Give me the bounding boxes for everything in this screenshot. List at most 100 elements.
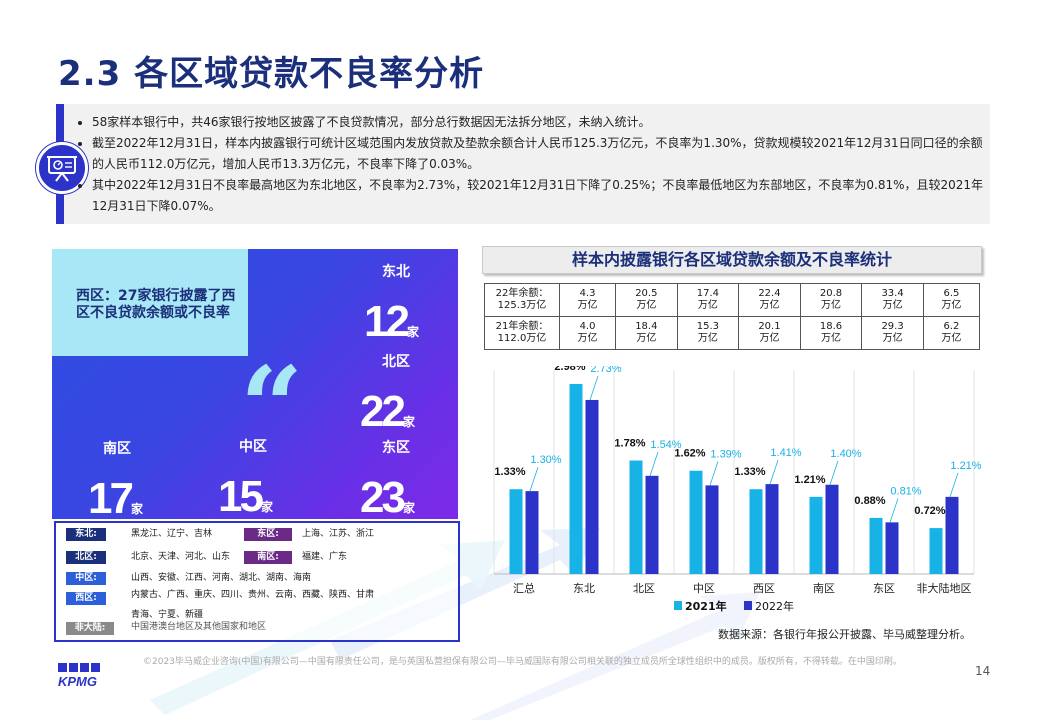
data-label-2022: 1.41% (770, 447, 801, 459)
table-cell: 4.0 万亿 (558, 316, 617, 350)
label-leader-line (769, 459, 779, 485)
data-label-2021: 0.88% (854, 495, 885, 507)
summary-list: 58家样本银行中，共46家银行按地区披露了不良贷款情况，部分总行数据因无法拆分地… (78, 112, 992, 217)
bar-2021 (869, 517, 883, 574)
bar-2022 (525, 491, 539, 574)
bar-2021 (509, 489, 523, 574)
data-label-2022: 1.40% (830, 448, 861, 460)
west-region-box (52, 249, 248, 356)
legend-text-east: 上海、江苏、浙江 (302, 529, 375, 539)
label-leader-line (589, 375, 599, 401)
chart-title: 样本内披露银行各区域贷款余额及不良率统计 (482, 246, 982, 274)
data-label-2021: 2.98% (554, 366, 585, 373)
row-label: 125.3万亿 (497, 300, 547, 311)
label-leader-line (889, 498, 899, 523)
table-row: 22年余额： 125.3万亿 4.3 万亿 20.5 万亿 17.4 万亿 22.4 万亿… (484, 283, 981, 317)
bar-2021 (629, 460, 643, 574)
data-label-2021: 1.33% (734, 466, 765, 478)
region-count-value: 23 (360, 473, 406, 522)
x-tick-label: 南区 (813, 582, 835, 595)
x-tick-label: 北区 (633, 582, 655, 595)
summary-bullet-3: 其中2022年12月31日不良率最高地区为东北地区，不良率为2.73%，较202… (92, 175, 992, 217)
legend-label: 2021年 (685, 599, 727, 613)
legend-tag-central: 中区: (66, 572, 106, 585)
bar-2022 (885, 522, 899, 574)
region-count-central: 15家 (218, 475, 273, 519)
x-tick-label: 中区 (693, 582, 715, 595)
data-label-2022: 1.30% (530, 454, 561, 466)
table-cell: 33.4 万亿 (861, 283, 924, 317)
kpmg-logo: KPMG (58, 663, 114, 693)
bar-2022 (945, 496, 959, 574)
x-tick-label: 汇总 (513, 581, 535, 595)
table-cell: 29.3 万亿 (861, 316, 924, 350)
data-label-2021: 1.78% (614, 438, 645, 450)
table-cell: 17.4 万亿 (676, 283, 740, 317)
kpmg-logo-text: KPMG (58, 674, 97, 689)
region-name-northeast: 东北 (382, 264, 410, 280)
summary-box: 58家样本银行中，共46家银行按地区披露了不良贷款情况，部分总行数据因无法拆分地… (36, 104, 992, 224)
data-label-2022: 1.39% (710, 448, 741, 460)
copyright-footer: ©2023毕马威企业咨询(中国)有限公司—中国有限责任公司，是与英国私营担保有限… (143, 657, 902, 667)
data-label-2021: 0.72% (914, 505, 945, 517)
region-name-east: 东区 (382, 440, 410, 456)
data-label-2021: 1.62% (674, 448, 705, 460)
west-region-text: 西区：27家银行披露了西区不良贷款余额或不良率 (76, 288, 236, 321)
table-row-header: 21年余额： 112.0万亿 (484, 316, 560, 350)
bar-2022 (585, 399, 599, 574)
loan-balance-table: 22年余额： 125.3万亿 4.3 万亿 20.5 万亿 17.4 万亿 22.4 万亿… (484, 283, 981, 350)
bar-2021 (929, 528, 943, 574)
legend-tag-south: 南区: (244, 551, 292, 564)
data-label-2022: 2.73% (590, 366, 621, 375)
label-leader-line (829, 460, 839, 485)
legend-swatch (744, 601, 752, 610)
region-count-south: 17家 (88, 477, 143, 521)
label-leader-line (949, 472, 959, 497)
table-cell: 6.2 万亿 (922, 316, 981, 350)
table-row-header: 22年余额： 125.3万亿 (484, 283, 560, 317)
table-cell: 15.3 万亿 (676, 316, 740, 350)
legend-tag-nonmainland: 非大陆: (66, 622, 114, 635)
x-tick-label: 东区 (873, 582, 895, 595)
table-cell: 20.1 万亿 (738, 316, 801, 350)
legend-swatch (674, 601, 682, 610)
data-label-2022: 1.54% (650, 439, 681, 451)
data-label-2022: 0.81% (890, 485, 921, 497)
region-count-value: 15 (218, 472, 264, 521)
table-cell: 20.8 万亿 (799, 283, 863, 317)
table-cell: 20.5 万亿 (615, 283, 678, 317)
table-cell: 6.5 万亿 (922, 283, 981, 317)
table-row: 21年余额： 112.0万亿 4.0 万亿 18.4 万亿 15.3 万亿 20.1 万亿… (484, 316, 981, 350)
region-count-northeast: 12家 (364, 300, 419, 344)
legend-tag-west: 西区: (66, 592, 106, 605)
presentation-board-icon (36, 142, 88, 194)
legend-text-north: 北京、天津、河北、山东 (131, 552, 231, 562)
row-label: 22年余额： (495, 288, 549, 299)
data-label-2022: 1.21% (950, 460, 981, 472)
bar-2022 (765, 484, 779, 574)
region-count-unit: 家 (130, 502, 143, 516)
region-count-value: 22 (360, 387, 406, 436)
data-source-note: 数据来源：各银行年报公开披露、毕马威整理分析。 (718, 628, 971, 641)
region-name-north: 北区 (382, 354, 410, 370)
legend-tag-east: 东区: (244, 528, 292, 541)
legend-tag-north: 北区: (66, 551, 106, 564)
bar-2021 (689, 470, 703, 574)
bar-2022 (645, 475, 659, 574)
legend-text-northeast: 黑龙江、辽宁、吉林 (131, 529, 213, 539)
summary-bullet-2: 截至2022年12月31日，样本内披露银行可统计区域范围内发放贷款及垫款余额合计… (92, 133, 992, 175)
region-province-legend: 东北: 黑龙江、辽宁、吉林 东区: 上海、江苏、浙江 北区: 北京、天津、河北、… (54, 521, 460, 642)
label-leader-line (529, 466, 539, 492)
bar-2022 (705, 485, 719, 574)
region-count-unit: 家 (406, 325, 419, 339)
region-count-unit: 家 (260, 500, 273, 514)
row-label: 112.0万亿 (497, 333, 547, 344)
bar-2021 (569, 384, 583, 574)
region-name-central: 中区 (239, 439, 267, 455)
region-count-north: 22家 (360, 390, 415, 434)
bar-2021 (809, 496, 823, 574)
table-cell: 18.6 万亿 (799, 316, 863, 350)
legend-label: 2022年 (755, 599, 794, 613)
summary-bullet-1: 58家样本银行中，共46家银行按地区披露了不良贷款情况，部分总行数据因无法拆分地… (92, 112, 992, 133)
bar-2022 (825, 484, 839, 574)
